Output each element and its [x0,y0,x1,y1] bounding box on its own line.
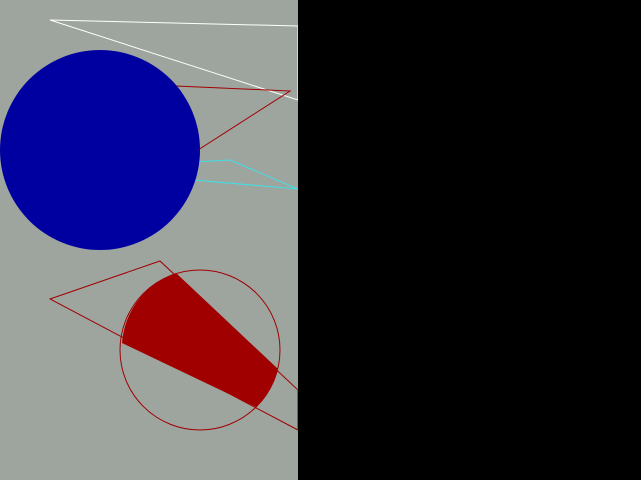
blue-filled-circle [0,50,200,250]
red-outline-circle [119,269,281,431]
white-line-shape [49,19,298,101]
red-filled-segment [122,273,278,407]
red-outline-triangle-bottom [48,260,298,431]
canvas-shapes-group [0,19,298,431]
